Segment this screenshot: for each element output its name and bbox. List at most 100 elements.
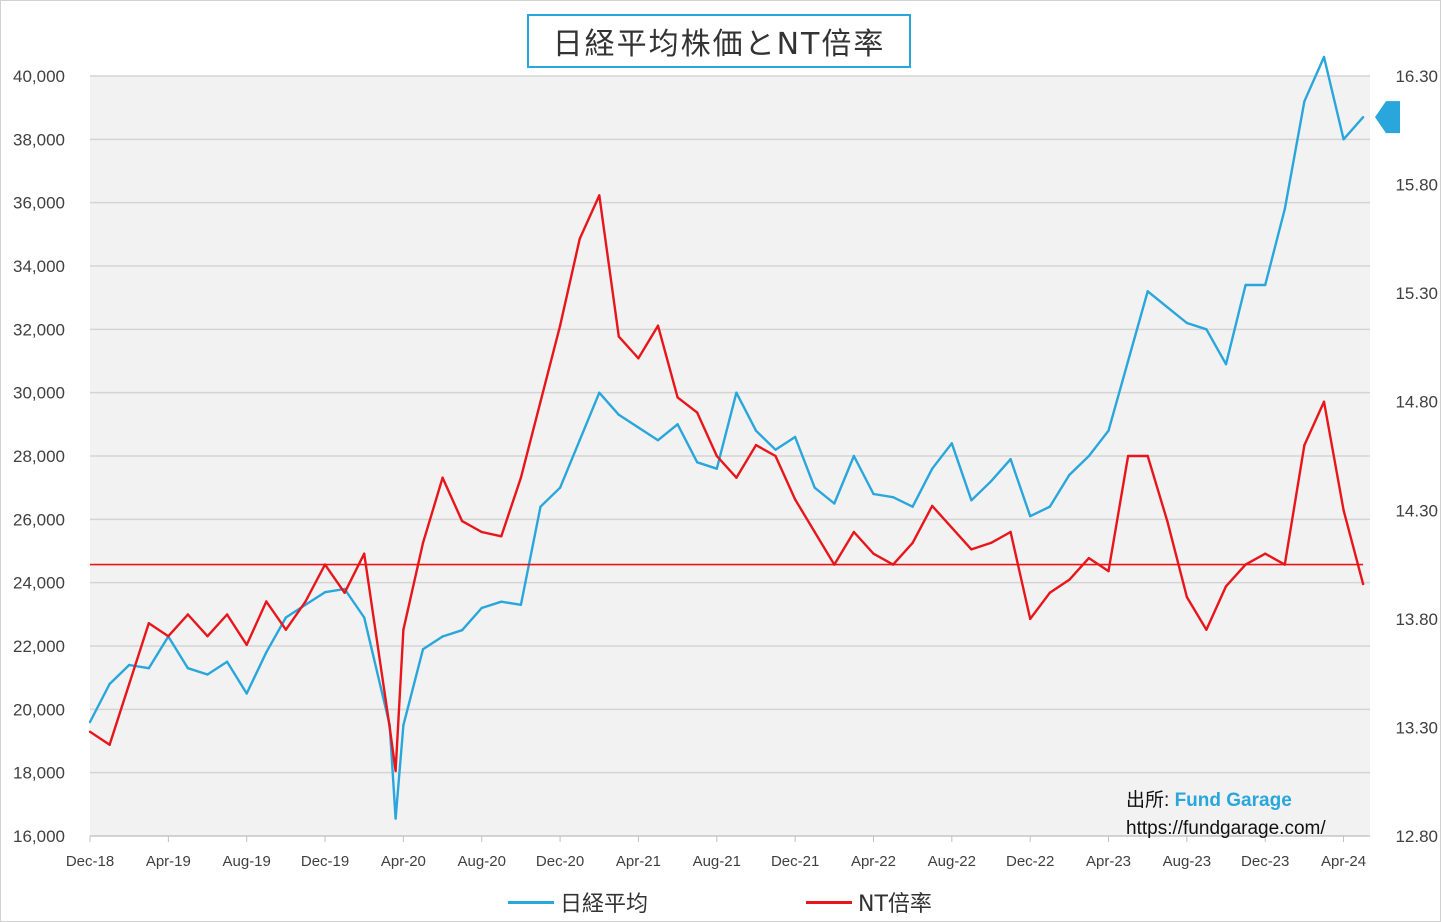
data-point-nt-ratio <box>1205 628 1208 631</box>
chart-title: 日経平均株価とNT倍率 <box>527 14 911 68</box>
data-point-nikkei <box>1029 515 1032 518</box>
grid-layer <box>90 75 1370 837</box>
x-tick-label: Dec-20 <box>536 853 584 870</box>
data-point-nt-ratio <box>1146 454 1149 458</box>
data-point-nikkei <box>931 467 934 470</box>
data-point-nt-ratio <box>147 622 150 625</box>
data-point-nikkei <box>1146 290 1149 293</box>
legend-item-nikkei: 日経平均 <box>508 886 648 918</box>
y-left-tick-label: 22,000 <box>13 637 65 656</box>
data-point-nikkei <box>813 486 816 489</box>
x-tick-label: Apr-20 <box>381 853 426 870</box>
y-left-tick-label: 40,000 <box>13 67 65 86</box>
y-left-tick-label: 18,000 <box>13 764 65 783</box>
data-point-nikkei <box>1166 306 1169 309</box>
x-tick-label: Dec-19 <box>301 853 349 870</box>
data-point-nikkei <box>676 423 679 426</box>
data-point-nikkei <box>421 648 425 651</box>
data-point-nt-ratio <box>989 541 993 545</box>
data-point-nikkei <box>989 480 993 483</box>
data-point-nt-ratio <box>558 324 562 327</box>
y-left-tick-label: 24,000 <box>13 574 65 593</box>
data-point-nt-ratio <box>394 769 397 773</box>
y-right-tick-label: 15.80 <box>1395 176 1438 195</box>
data-point-nt-ratio <box>1264 552 1267 555</box>
data-point-nikkei <box>1264 283 1267 287</box>
data-point-nt-ratio <box>304 600 307 603</box>
data-point-nikkei <box>558 486 562 489</box>
data-point-nt-ratio <box>715 454 718 458</box>
data-point-nikkei <box>245 692 248 695</box>
data-point-nt-ratio <box>500 535 503 538</box>
data-point-nt-ratio <box>1009 530 1012 534</box>
data-point-nikkei <box>950 442 953 445</box>
x-tick-label: Apr-19 <box>146 853 191 870</box>
y-left-tick-label: 30,000 <box>13 384 65 403</box>
data-point-nikkei <box>715 467 718 470</box>
x-tick-label: Dec-21 <box>771 853 819 870</box>
y-left-tick-label: 16,000 <box>13 827 65 846</box>
data-point-nt-ratio <box>1322 400 1326 403</box>
legend-label-nikkei: 日経平均 <box>560 892 649 917</box>
data-point-nt-ratio <box>578 237 581 241</box>
data-point-nt-ratio <box>774 454 777 458</box>
data-point-nikkei <box>1087 454 1091 458</box>
data-point-nikkei <box>970 499 973 502</box>
data-point-nt-ratio <box>617 335 620 338</box>
data-point-nikkei <box>323 591 327 594</box>
data-point-nt-ratio <box>421 541 425 545</box>
data-point-nt-ratio <box>1029 617 1032 621</box>
pointer-arrow-icon <box>1375 101 1400 134</box>
x-tick-label: Apr-21 <box>616 853 661 870</box>
y-right-tick-label: 12.80 <box>1395 827 1438 846</box>
data-point-nt-ratio <box>852 530 856 534</box>
data-point-nt-ratio <box>1166 519 1169 523</box>
data-point-nikkei <box>1205 328 1208 331</box>
data-point-nikkei <box>1303 100 1306 103</box>
x-tick-label: Aug-23 <box>1163 853 1211 870</box>
data-point-nt-ratio <box>343 591 346 594</box>
data-point-nikkei <box>460 629 464 632</box>
source-note: 出所: Fund Garage https://fundgarage.com/ <box>1126 787 1326 843</box>
data-point-nikkei <box>1322 55 1326 59</box>
x-tick-label: Aug-20 <box>458 853 506 870</box>
data-point-nikkei <box>88 720 92 724</box>
data-point-nikkei <box>402 724 405 727</box>
data-point-nikkei <box>696 461 699 464</box>
data-point-nt-ratio <box>1342 509 1345 512</box>
data-point-nikkei <box>284 616 288 619</box>
data-point-nikkei <box>1048 505 1052 508</box>
source-url[interactable]: https://fundgarage.com/ <box>1126 818 1326 839</box>
data-point-nt-ratio <box>363 552 366 555</box>
data-point-nt-ratio <box>813 530 816 534</box>
y-left-tick-label: 28,000 <box>13 447 65 466</box>
data-point-nikkei <box>441 635 444 638</box>
data-point-nt-ratio <box>598 194 601 197</box>
data-point-nt-ratio <box>186 613 190 616</box>
data-point-nikkei <box>500 600 503 603</box>
x-tick-label: Apr-22 <box>851 853 896 870</box>
data-point-nt-ratio <box>265 600 268 603</box>
data-point-nt-ratio <box>911 541 914 545</box>
data-point-nt-ratio <box>793 498 797 501</box>
data-point-nikkei <box>206 673 209 676</box>
y-right-tick-label: 13.30 <box>1395 718 1438 737</box>
axis-layer: 16,000 18,000 20,000 22,000 24,000 26,000 28,0… <box>13 67 1438 870</box>
data-point-nikkei <box>1185 321 1189 325</box>
y-left-tick-label: 34,000 <box>13 257 65 276</box>
data-point-nt-ratio <box>88 730 92 733</box>
data-point-nt-ratio <box>167 635 170 638</box>
source-brand: Fund Garage <box>1174 790 1292 811</box>
legend-label-nt-ratio: NT倍率 <box>858 892 932 917</box>
source-prefix: 出所 <box>1126 790 1165 811</box>
data-point-nikkei <box>186 667 190 670</box>
data-point-nikkei <box>891 496 895 499</box>
data-point-nikkei <box>1068 473 1071 477</box>
data-point-nt-ratio <box>754 443 758 447</box>
data-point-nt-ratio <box>676 396 679 399</box>
legend-swatch-nt-ratio <box>806 900 852 904</box>
marker-layer <box>1375 101 1400 134</box>
data-point-nikkei <box>656 439 660 442</box>
y-left-tick-label: 20,000 <box>13 700 65 719</box>
series-layer <box>88 55 1365 820</box>
